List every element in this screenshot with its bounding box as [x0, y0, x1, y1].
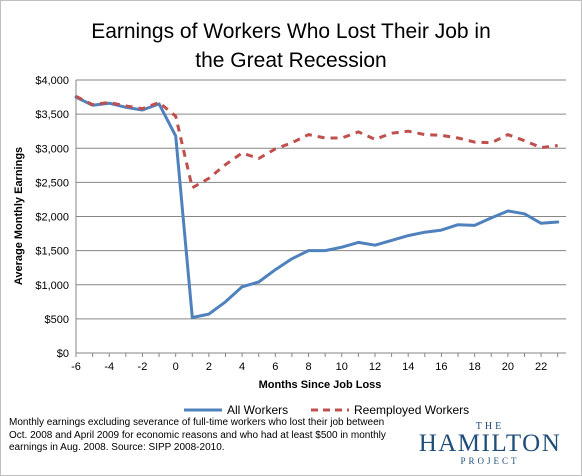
- gridlines: [76, 79, 566, 320]
- y-tick-label: $2,500: [35, 177, 69, 189]
- source-note: Monthly earnings excluding severance of …: [9, 417, 386, 453]
- x-tick-label: 12: [369, 361, 381, 373]
- series-lines: [74, 95, 560, 319]
- logo-line-the: THE: [475, 421, 505, 432]
- x-tick-label: 16: [435, 361, 447, 373]
- y-tick-label: $500: [45, 314, 69, 326]
- x-tick-label: -4: [104, 361, 114, 373]
- x-tick-label: 22: [535, 361, 547, 373]
- axes: [75, 80, 566, 357]
- chart-title-line-1: Earnings of Workers Who Lost Their Job i…: [91, 20, 491, 43]
- hamilton-project-logo: THE HAMILTON PROJECT: [415, 421, 565, 467]
- y-tick-label: $3,000: [35, 143, 69, 155]
- tick-labels: $0 $500 $1,000 $1,500 $2,000 $2,500 $3,000 $3,5…: [35, 75, 547, 373]
- y-tick-label: $3,500: [35, 109, 69, 121]
- legend: All Workers Reemployed Workers: [184, 403, 469, 417]
- y-tick-label: $2,000: [35, 212, 69, 224]
- legend-label-all-workers: All Workers: [227, 403, 288, 417]
- series-line-reemployed-workers: [75, 95, 558, 190]
- x-tick-label: -2: [138, 361, 148, 373]
- y-tick-label: $4,000: [35, 75, 69, 87]
- x-axis-title: Months Since Job Loss: [259, 379, 382, 391]
- x-tick-label: 20: [502, 361, 514, 373]
- x-tick-label: 14: [402, 361, 414, 373]
- legend-label-reemployed-workers: Reemployed Workers: [354, 403, 469, 417]
- logo-line-hamilton: HAMILTON: [418, 430, 562, 457]
- x-tick-label: 0: [173, 361, 179, 373]
- x-tick-label: 6: [272, 361, 278, 373]
- y-tick-label: $1,000: [35, 280, 69, 292]
- x-tick-label: 2: [206, 361, 212, 373]
- x-tick-label: -6: [71, 361, 81, 373]
- y-axis-title: Average Monthly Earnings: [13, 147, 25, 285]
- chart-title: Earnings of Workers Who Lost Their Job i…: [91, 20, 491, 72]
- logo-line-project: PROJECT: [460, 456, 520, 466]
- x-tick-label: 4: [239, 361, 245, 373]
- y-tick-label: $1,500: [35, 246, 69, 258]
- chart-title-line-2: the Great Recession: [195, 49, 386, 72]
- x-tick-label: 8: [305, 361, 311, 373]
- x-tick-label: 18: [469, 361, 481, 373]
- y-tick-label: $0: [57, 348, 69, 360]
- x-tick-label: 10: [336, 361, 348, 373]
